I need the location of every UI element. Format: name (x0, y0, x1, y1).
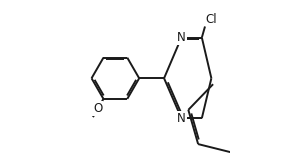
Text: O: O (93, 102, 103, 115)
Text: N: N (177, 31, 186, 44)
Text: N: N (177, 112, 186, 125)
Text: Cl: Cl (206, 13, 217, 26)
